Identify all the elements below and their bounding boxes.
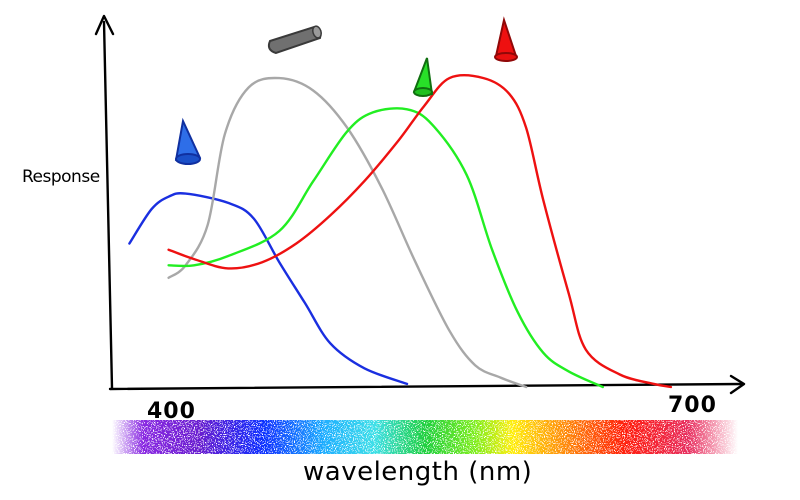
response-curves [128,74,673,389]
red-cone-curve [167,74,673,389]
spectrum-bar [112,420,738,454]
y-axis [102,20,114,390]
x-tick-700: 700 [668,393,717,418]
green-cone-icon [412,57,434,97]
x-axis-arrowhead [729,374,746,395]
blue-cone-curve [128,192,409,386]
x-axis-label: wavelength (nm) [303,457,532,487]
x-tick-400: 400 [147,399,196,424]
y-axis-label: Response [22,167,100,187]
red-cone-icon [494,16,518,62]
rod-icon [267,25,322,55]
rod-curve [167,76,528,389]
blue-cone-icon [174,117,202,165]
x-axis [108,382,744,391]
green-cone-curve [167,107,604,389]
axes [94,14,746,395]
y-axis-arrowhead [94,14,115,36]
